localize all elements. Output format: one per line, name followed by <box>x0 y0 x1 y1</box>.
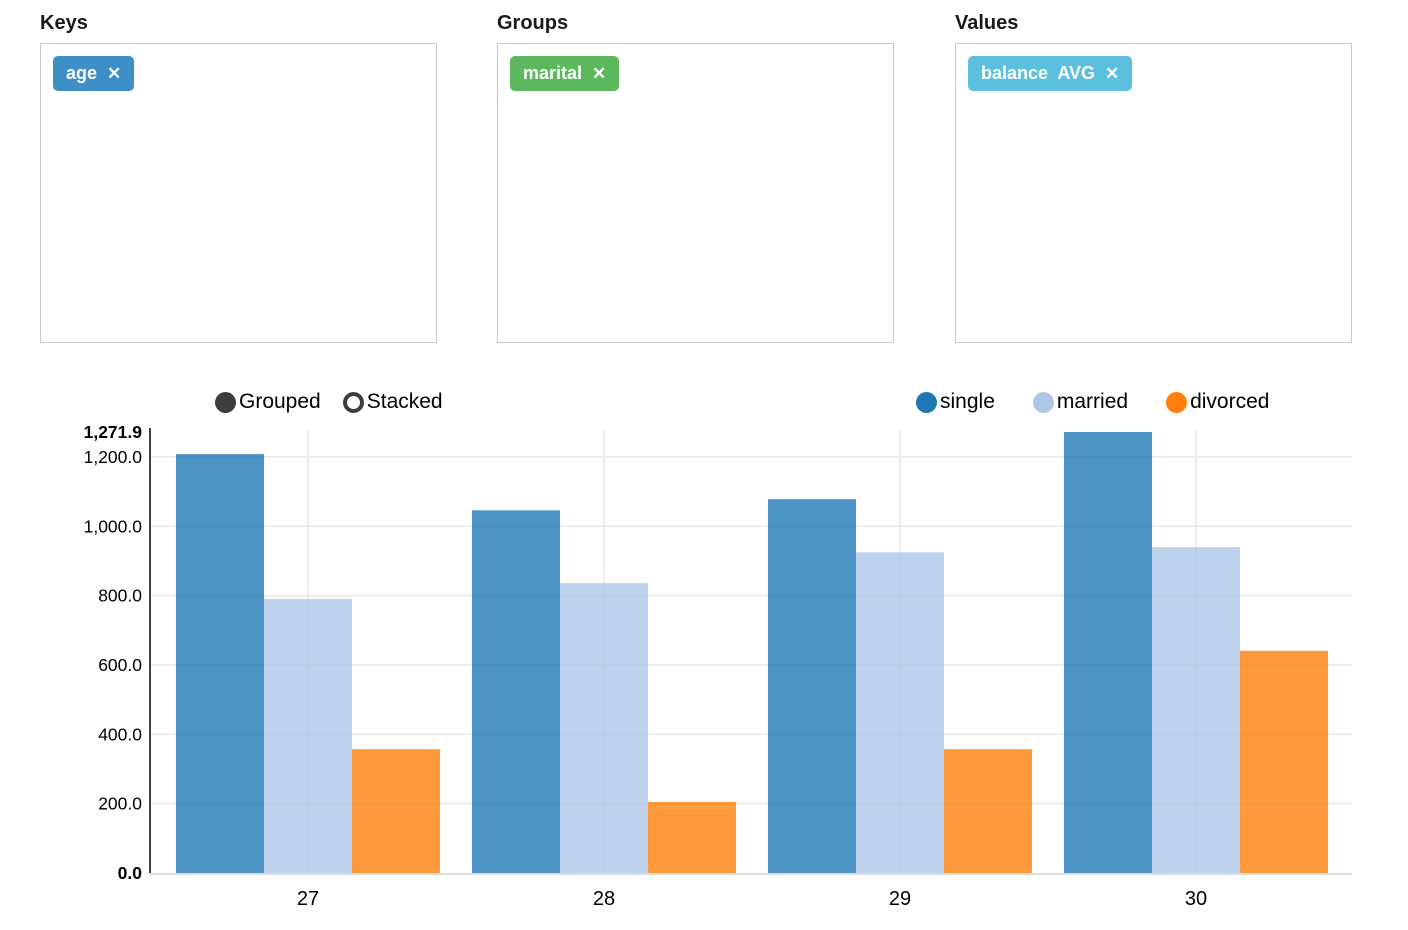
values-panel-label: Values <box>955 12 1019 34</box>
radio-unselected-icon <box>342 391 364 413</box>
chart-legend: single married divorced <box>916 390 1269 414</box>
y-tick-label: 1,000.0 <box>84 516 143 536</box>
x-tick-label: 28 <box>593 888 615 910</box>
legend-label: single <box>940 390 995 413</box>
groups-dropzone[interactable]: marital ✕ <box>497 43 894 343</box>
keys-panel: Keys age ✕ <box>40 12 437 343</box>
legend-label: married <box>1056 390 1129 413</box>
stacked-toggle[interactable]: Stacked <box>342 390 443 414</box>
key-chip-age[interactable]: age ✕ <box>53 56 135 91</box>
y-tick-label: 200.0 <box>98 794 142 814</box>
legend-item-single[interactable]: single <box>916 390 995 414</box>
bar-divorced-29[interactable] <box>944 749 1032 873</box>
x-tick-label: 29 <box>889 888 911 910</box>
bar-single-27[interactable] <box>176 454 264 873</box>
bar-divorced-27[interactable] <box>352 749 440 873</box>
x-tick-label: 27 <box>297 888 319 910</box>
y-tick-label: 0.0 <box>118 863 143 883</box>
chart-mode-toggle: Grouped Stacked <box>215 390 443 414</box>
values-panel: Values balance AVG ✕ <box>955 12 1352 343</box>
x-tick-label: 30 <box>1185 888 1207 910</box>
legend-item-divorced[interactable]: divorced <box>1166 390 1269 414</box>
stacked-label: Stacked <box>366 390 443 413</box>
groups-panel-label: Groups <box>497 12 569 34</box>
bar-divorced-30[interactable] <box>1240 650 1328 873</box>
chip-label: age <box>66 63 98 83</box>
bar-single-28[interactable] <box>472 510 560 873</box>
remove-icon[interactable]: ✕ <box>592 64 607 83</box>
bar-single-30[interactable] <box>1064 432 1152 873</box>
y-tick-label: 1,200.0 <box>84 447 143 467</box>
keys-dropzone[interactable]: age ✕ <box>40 43 437 343</box>
legend-dot-icon <box>916 391 937 413</box>
y-tick-label: 400.0 <box>98 724 142 744</box>
group-chip-marital[interactable]: marital ✕ <box>510 56 620 91</box>
legend-label: divorced <box>1190 390 1270 413</box>
y-max-label: 1,271.9 <box>84 422 143 442</box>
bar-married-30[interactable] <box>1152 547 1240 873</box>
grouped-bar-chart: 0.0 200.0 400.0 600.0 800.0 1,000.0 1,200.0 1,2… <box>84 422 1352 910</box>
values-dropzone[interactable]: balance AVG ✕ <box>955 43 1352 343</box>
bar-divorced-28[interactable] <box>648 801 736 873</box>
groups-panel: Groups marital ✕ <box>497 12 894 343</box>
legend-item-married[interactable]: married <box>1032 390 1129 414</box>
legend-dot-icon <box>1166 391 1188 413</box>
value-chip-balance-avg[interactable]: balance AVG ✕ <box>968 56 1133 91</box>
remove-icon[interactable]: ✕ <box>1105 64 1120 83</box>
bar-married-27[interactable] <box>264 599 352 873</box>
keys-panel-label: Keys <box>40 12 88 34</box>
y-tick-label: 600.0 <box>98 655 142 675</box>
radio-selected-icon <box>215 391 236 413</box>
bar-married-28[interactable] <box>560 583 648 873</box>
remove-icon[interactable]: ✕ <box>107 64 122 83</box>
bar-married-29[interactable] <box>856 552 944 873</box>
legend-dot-icon <box>1032 391 1054 413</box>
grouped-toggle[interactable]: Grouped <box>215 390 321 414</box>
y-tick-label: 800.0 <box>98 586 142 606</box>
bar-single-29[interactable] <box>768 499 856 873</box>
chip-label: balance AVG <box>981 63 1096 83</box>
grouped-label: Grouped <box>239 390 321 413</box>
chip-label: marital <box>523 63 583 83</box>
